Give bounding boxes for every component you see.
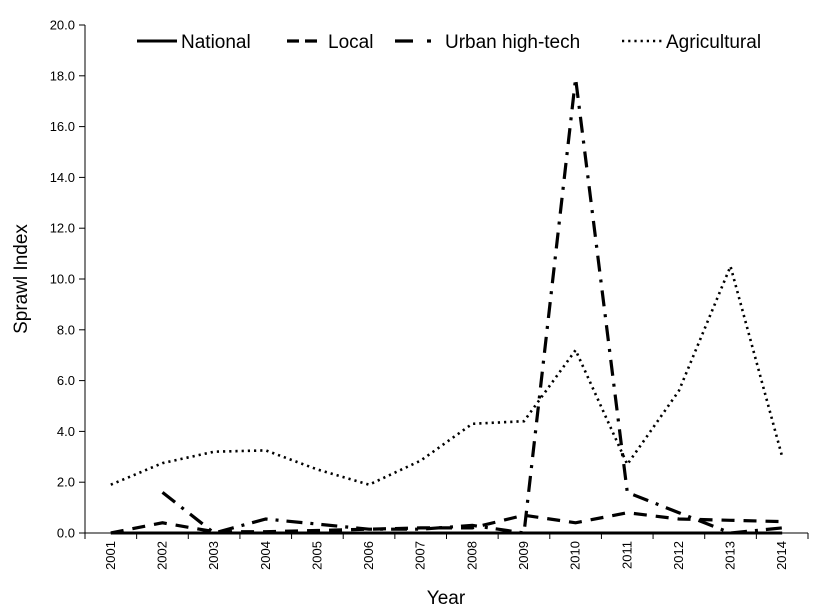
x-tick-label: 2006 — [361, 541, 376, 570]
x-axis: 2001 2002 2003 2004 2005 2006 2007 2008 2009 2010… — [84, 532, 809, 570]
y-axis-title: Sprawl Index — [11, 224, 32, 334]
x-axis-title: Year — [427, 588, 466, 609]
series-line-urban-high-tech — [161, 78, 783, 535]
y-tick-label: 2.0 — [57, 475, 75, 490]
x-tick-label: 2011 — [619, 541, 634, 569]
x-tick-label: 2005 — [309, 541, 324, 570]
y-tick-label: 6.0 — [57, 373, 75, 388]
legend-label-urban-high-tech: Urban high-tech — [445, 32, 580, 53]
legend: National Local Urban high-tech Agricultural — [137, 32, 761, 53]
x-tick-label: 2008 — [464, 541, 479, 570]
legend-label-agricultural: Agricultural — [666, 32, 761, 53]
series-line-agricultural — [110, 262, 784, 487]
y-tick-label: 4.0 — [57, 424, 75, 439]
x-tick-label: 2014 — [774, 541, 789, 570]
x-tick-label: 2009 — [516, 541, 531, 570]
x-tick-label: 2010 — [568, 541, 583, 570]
y-tick-label: 18.0 — [50, 68, 75, 83]
x-tick-label: 2002 — [154, 541, 169, 570]
x-tick-label: 2012 — [671, 541, 686, 570]
y-tick-label: 14.0 — [50, 170, 75, 185]
y-axis: 0.0 2.0 4.0 6.0 8.0 10.0 12.0 14.0 16.0 18.0 20.0 — [50, 18, 86, 541]
x-tick-label: 2004 — [258, 541, 273, 570]
y-tick-label: 12.0 — [50, 221, 75, 236]
y-tick-label: 8.0 — [57, 322, 75, 337]
legend-label-national: National — [181, 32, 251, 53]
series-group — [110, 78, 784, 535]
y-tick-label: 0.0 — [57, 526, 75, 541]
x-tick-label: 2013 — [723, 541, 738, 570]
legend-label-local: Local — [328, 32, 373, 53]
y-tick-label: 10.0 — [50, 272, 75, 287]
y-tick-label: 20.0 — [50, 18, 75, 33]
x-tick-label: 2003 — [206, 541, 221, 570]
x-tick-label: 2007 — [413, 541, 428, 570]
y-tick-label: 16.0 — [50, 119, 75, 134]
x-tick-label: 2001 — [103, 541, 118, 570]
